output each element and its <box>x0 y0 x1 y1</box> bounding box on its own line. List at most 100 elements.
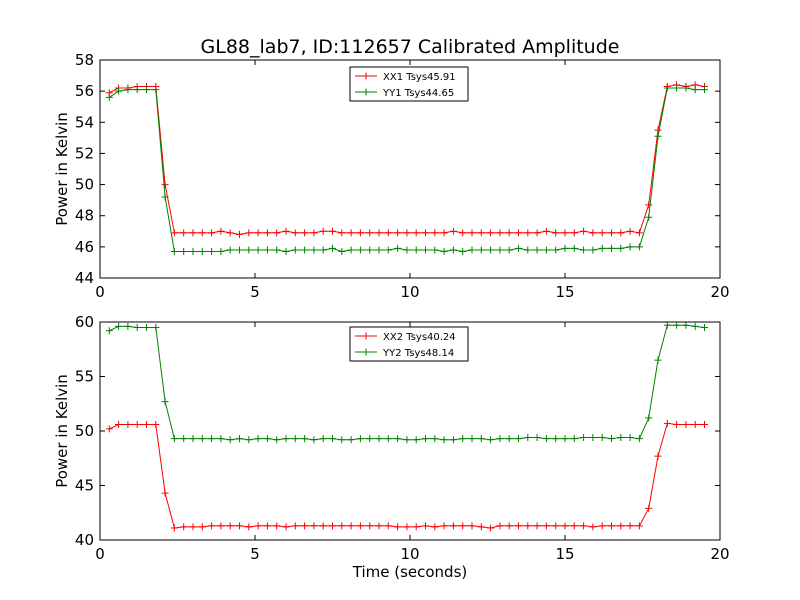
data-point <box>152 420 160 428</box>
data-point <box>180 435 188 443</box>
data-point <box>598 244 606 252</box>
data-point <box>301 435 309 443</box>
data-point <box>608 244 615 252</box>
data-point <box>654 356 662 364</box>
data-point <box>329 522 336 530</box>
data-point <box>626 243 634 251</box>
data-point <box>542 227 550 235</box>
data-point <box>133 420 141 428</box>
data-point <box>347 436 355 444</box>
data-point <box>329 227 336 235</box>
data-point <box>440 522 448 530</box>
data-point <box>459 229 467 237</box>
data-point <box>654 452 662 460</box>
data-point <box>338 436 346 444</box>
y-axis-label: Power in Kelvin <box>53 374 71 488</box>
data-point <box>468 246 476 254</box>
y-tick-label: 45 <box>75 477 94 495</box>
data-point <box>208 248 216 256</box>
data-point <box>329 435 336 443</box>
data-point <box>254 435 262 443</box>
data-point <box>273 522 281 530</box>
data-point <box>654 132 662 140</box>
data-point <box>226 522 234 530</box>
data-point <box>347 522 355 530</box>
x-tick-label: 0 <box>95 283 105 301</box>
data-point <box>570 244 578 252</box>
data-point <box>338 522 346 530</box>
data-point <box>263 246 271 254</box>
data-point <box>422 246 429 254</box>
data-point <box>505 435 513 443</box>
data-point <box>682 321 690 329</box>
plot-frame <box>99 321 721 541</box>
data-point <box>645 414 653 422</box>
data-point <box>152 86 160 94</box>
data-point <box>654 126 662 134</box>
data-point <box>133 86 141 94</box>
bottom-subplot: 0 5 10 15 20 40 45 50 55 60 Power in Kelvin Time (s… <box>53 313 730 581</box>
legend-entry: YY2 Tsys48.14 <box>382 348 454 359</box>
y-tick-label: 48 <box>75 207 94 225</box>
data-point <box>608 522 615 530</box>
data-point <box>449 436 457 444</box>
data-point <box>356 229 364 237</box>
data-point <box>152 323 160 331</box>
data-point <box>291 522 299 530</box>
data-point <box>422 229 429 237</box>
data-point <box>208 229 216 237</box>
data-point <box>226 246 234 254</box>
data-point <box>394 229 402 237</box>
y-tick-label: 56 <box>75 82 94 100</box>
x-tick-label: 10 <box>400 545 419 563</box>
data-point <box>208 522 216 530</box>
data-point <box>347 246 355 254</box>
data-point <box>310 246 318 254</box>
data-point <box>226 436 234 444</box>
data-point <box>691 420 699 428</box>
y-tick-label: 50 <box>75 422 94 440</box>
data-point <box>542 435 550 443</box>
data-point <box>384 435 392 443</box>
data-point <box>617 229 625 237</box>
data-point <box>487 524 495 532</box>
data-point <box>673 321 681 329</box>
data-point <box>356 246 364 254</box>
data-point <box>635 243 643 251</box>
data-point <box>524 434 532 442</box>
data-point <box>143 420 150 428</box>
data-point <box>161 181 169 189</box>
series-markers-1 <box>105 84 708 256</box>
data-point <box>533 229 541 237</box>
data-point <box>105 425 113 433</box>
y-axis-label: Power in Kelvin <box>53 112 71 226</box>
data-point <box>161 489 169 497</box>
data-point <box>431 435 439 443</box>
data-point <box>635 522 643 530</box>
data-point <box>477 229 485 237</box>
data-point <box>236 230 243 238</box>
data-point <box>375 229 383 237</box>
series-line-YY1 Tsys44.65 <box>109 87 705 253</box>
data-point <box>310 522 318 530</box>
legend-marker <box>362 72 370 80</box>
data-point <box>254 246 262 254</box>
data-point <box>319 227 327 235</box>
data-point <box>384 246 392 254</box>
data-point <box>515 244 522 252</box>
data-point <box>180 523 188 531</box>
data-point <box>356 435 364 443</box>
data-point <box>449 246 457 254</box>
x-tick-label: 5 <box>250 545 260 563</box>
legend-marker <box>362 348 370 356</box>
x-tick-label: 0 <box>95 545 105 563</box>
data-point <box>626 522 634 530</box>
series-markers-0 <box>105 81 708 238</box>
data-point <box>598 522 606 530</box>
data-point <box>635 435 643 443</box>
legend-box <box>349 326 469 362</box>
data-point <box>236 435 243 443</box>
data-point <box>561 229 569 237</box>
data-point <box>459 435 467 443</box>
